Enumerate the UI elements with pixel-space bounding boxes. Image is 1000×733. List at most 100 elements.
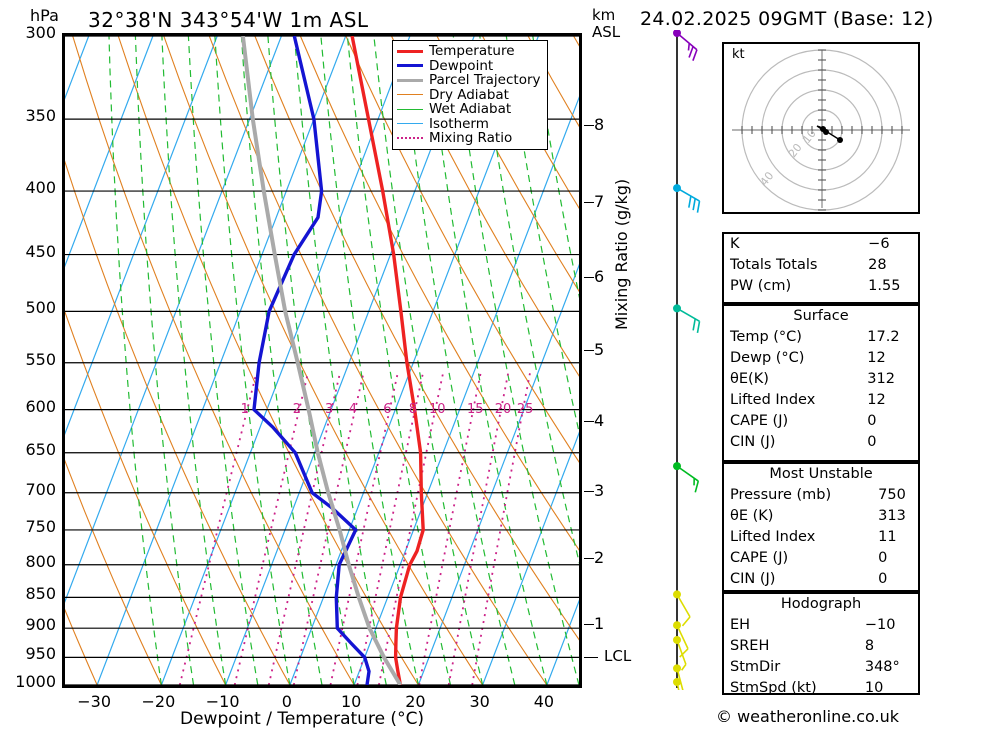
row-label: Totals Totals bbox=[730, 257, 818, 273]
row-value: 12 bbox=[867, 392, 886, 408]
altitude-tick-2: 2 bbox=[594, 548, 605, 568]
hodograph-stats-panel: Hodograph EH −10 SREH 8 StmDir 348° StmSpd (kt… bbox=[722, 592, 920, 696]
wind-barb bbox=[673, 184, 701, 213]
most-unstable-panel: Most Unstable Pressure (mb) 750 θE (K) 313 L… bbox=[722, 462, 920, 592]
table-row: K −6 bbox=[724, 234, 918, 255]
row-value: 10 bbox=[864, 680, 884, 696]
table-row: CIN (J) 0 bbox=[724, 569, 918, 590]
table-row: Totals Totals 28 bbox=[724, 255, 918, 276]
wind-barb bbox=[673, 29, 698, 61]
table-row: Lifted Index 11 bbox=[724, 527, 918, 548]
pressure-tick-700: 700 bbox=[25, 479, 56, 499]
mixing-ratio-axis-title: Mixing Ratio (g/kg) bbox=[612, 178, 631, 330]
row-value: 0 bbox=[867, 434, 877, 450]
pressure-unit-label: hPa bbox=[30, 6, 59, 25]
x-axis-title: Dewpoint / Temperature (°C) bbox=[180, 709, 425, 729]
table-row: StmSpd (kt) 10 bbox=[724, 678, 918, 699]
svg-text:20: 20 bbox=[495, 402, 512, 417]
temp-tick--20: −20 bbox=[141, 692, 176, 711]
row-value: 8 bbox=[864, 638, 875, 654]
altitude-unit-label: km bbox=[592, 6, 616, 24]
legend-item-isotherm: Isotherm bbox=[397, 117, 541, 132]
legend-swatch-icon bbox=[397, 64, 423, 68]
row-value: −6 bbox=[868, 236, 890, 252]
altitude-tick-3: 3 bbox=[594, 480, 605, 500]
row-value: 348° bbox=[864, 659, 900, 675]
svg-text:3: 3 bbox=[325, 402, 333, 417]
pressure-tick-350: 350 bbox=[25, 106, 56, 126]
row-value: 313 bbox=[878, 508, 906, 524]
row-value: 0 bbox=[867, 413, 877, 429]
altitude-tick-mark-5 bbox=[584, 350, 594, 352]
row-value: 750 bbox=[878, 487, 906, 503]
legend-item-dewpoint: Dewpoint bbox=[397, 59, 541, 74]
temp-tick-0: 0 bbox=[281, 692, 292, 711]
legend-swatch-icon bbox=[397, 94, 423, 96]
pressure-tick-1000: 1000 bbox=[15, 672, 56, 691]
row-label: Temp (°C) bbox=[730, 329, 802, 345]
row-value: 11 bbox=[878, 529, 897, 545]
row-label: StmDir bbox=[730, 659, 781, 675]
pressure-tick-600: 600 bbox=[25, 396, 56, 416]
row-label: K bbox=[730, 236, 740, 252]
legend-label: Temperature bbox=[429, 43, 515, 60]
row-value: 17.2 bbox=[867, 329, 900, 345]
wind-barb bbox=[673, 590, 691, 627]
hodograph-panel[interactable]: kt 10 20 40 bbox=[722, 42, 920, 214]
pressure-tick-800: 800 bbox=[25, 551, 56, 571]
altitude-tick-4: 4 bbox=[594, 411, 605, 431]
legend-label: Parcel Trajectory bbox=[429, 72, 541, 89]
temp-tick--30: −30 bbox=[77, 692, 111, 711]
table-row: θE(K) 312 bbox=[724, 369, 918, 390]
copyright-credit: © weatheronline.co.uk bbox=[716, 707, 899, 726]
row-label: CIN (J) bbox=[730, 571, 776, 587]
svg-text:15: 15 bbox=[467, 402, 484, 417]
legend-item-wet-adiabat: Wet Adiabat bbox=[397, 102, 541, 117]
svg-text:6: 6 bbox=[383, 402, 391, 417]
temp-tick-20: 20 bbox=[405, 692, 426, 711]
wind-barb bbox=[673, 462, 700, 493]
row-label: Lifted Index bbox=[730, 392, 816, 408]
altitude-tick-mark-2 bbox=[584, 558, 594, 560]
temp-tick-10: 10 bbox=[340, 692, 362, 711]
legend-item-parcel-trajectory: Parcel Trajectory bbox=[397, 73, 541, 88]
row-label: CAPE (J) bbox=[730, 550, 789, 566]
lcl-marker-label: LCL bbox=[604, 647, 632, 666]
table-row: PW (cm) 1.55 bbox=[724, 276, 918, 297]
page-title: 32°38'N 343°54'W 1m ASL bbox=[88, 8, 369, 32]
surface-panel: Surface Temp (°C) 17.2 Dewp (°C) 12 θE(K) 312… bbox=[722, 304, 920, 462]
altitude-tick-1: 1 bbox=[594, 614, 605, 634]
wind-barb bbox=[673, 621, 689, 658]
legend: Temperature Dewpoint Parcel Trajectory Dry … bbox=[392, 40, 548, 150]
table-row: CAPE (J) 0 bbox=[724, 411, 918, 432]
hodograph-unit-label: kt bbox=[732, 47, 745, 62]
altitude-tick-mark-3 bbox=[584, 490, 594, 492]
table-row: Pressure (mb) 750 bbox=[724, 485, 918, 506]
pressure-tick-500: 500 bbox=[25, 298, 56, 318]
table-row: CAPE (J) 0 bbox=[724, 548, 918, 569]
temp-tick-30: 30 bbox=[469, 692, 490, 711]
svg-text:4: 4 bbox=[349, 402, 357, 417]
wind-barb-column bbox=[648, 29, 706, 715]
row-label: Pressure (mb) bbox=[730, 487, 832, 503]
temp-tick--10: −10 bbox=[205, 692, 240, 711]
pressure-tick-400: 400 bbox=[25, 178, 56, 198]
altitude-tick-mark-8 bbox=[584, 125, 594, 127]
svg-text:1: 1 bbox=[241, 402, 249, 417]
table-row: CIN (J) 0 bbox=[724, 432, 918, 453]
altitude-tick-mark-7 bbox=[584, 202, 594, 204]
row-label: PW (cm) bbox=[730, 278, 792, 294]
pressure-tick-900: 900 bbox=[25, 615, 56, 635]
date-time-label: 24.02.2025 09GMT (Base: 12) bbox=[640, 8, 934, 30]
most-unstable-section-title: Most Unstable bbox=[769, 466, 873, 482]
table-row: Temp (°C) 17.2 bbox=[724, 327, 918, 348]
row-value: 0 bbox=[878, 550, 888, 566]
table-row: Dewp (°C) 12 bbox=[724, 348, 918, 369]
altitude-tick-mark-1 bbox=[584, 624, 594, 626]
legend-swatch-icon bbox=[397, 137, 423, 140]
legend-label: Dry Adiabat bbox=[429, 86, 509, 103]
legend-item-dry-adiabat: Dry Adiabat bbox=[397, 88, 541, 103]
row-label: CIN (J) bbox=[730, 434, 776, 450]
altitude-tick-7: 7 bbox=[594, 192, 605, 212]
altitude-tick-5: 5 bbox=[594, 340, 605, 360]
